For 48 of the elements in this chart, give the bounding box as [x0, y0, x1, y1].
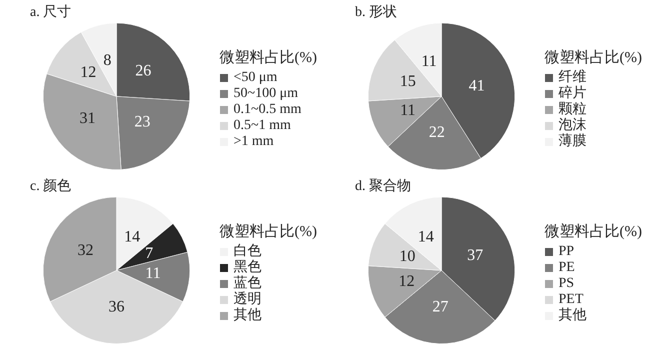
legend-label: 薄膜: [558, 134, 586, 150]
legend-label: 黑色: [234, 260, 262, 276]
data-label: 14: [124, 228, 140, 246]
data-label: 11: [400, 102, 416, 120]
legend-label: 泡沫: [558, 118, 586, 133]
data-label: 14: [418, 228, 434, 246]
legend-label: 纤维: [558, 70, 586, 85]
legend-label: 0.5~1 mm: [234, 118, 291, 134]
chart-title: a. 尺寸: [30, 4, 72, 20]
data-label: 15: [400, 73, 416, 90]
legend-label: 0.1~0.5 mm: [234, 102, 302, 118]
legend-label: PP: [558, 244, 574, 260]
legend-label: 颗粒: [558, 102, 586, 118]
data-label: 26: [135, 62, 152, 80]
data-label: 37: [467, 247, 484, 264]
data-label: 11: [145, 265, 161, 282]
legend-label: <50 μm: [234, 70, 278, 86]
legend-label: 50~100 μm: [234, 86, 298, 102]
data-label: 12: [80, 64, 96, 82]
chart-title: c. 颜色: [30, 178, 72, 194]
data-label: 7: [145, 244, 154, 262]
legend-title: 微塑料占比(%): [544, 48, 642, 67]
legend-label: 白色: [234, 244, 262, 260]
chart-title: b. 形状: [355, 4, 397, 20]
legend-label: 透明: [234, 292, 262, 308]
data-label: 10: [399, 248, 416, 266]
data-label: 8: [103, 52, 112, 70]
legend-label: >1 mm: [234, 134, 274, 150]
legend-label: 碎片: [558, 86, 586, 102]
data-label: 36: [108, 298, 124, 316]
legend-label: 其他: [234, 308, 262, 324]
legend-label: PET: [558, 292, 584, 308]
legend-label: 其他: [558, 308, 586, 324]
data-label: 23: [134, 114, 150, 131]
data-label: 32: [78, 242, 94, 259]
legend-label: 蓝色: [234, 276, 262, 292]
legend-title: 微塑料占比(%): [544, 222, 642, 241]
data-label: 11: [421, 53, 437, 70]
legend-title: 微塑料占比(%): [220, 222, 317, 241]
chart-title: d. 聚合物: [355, 178, 411, 194]
data-label: 27: [432, 298, 448, 316]
data-label: 22: [428, 124, 445, 141]
legend-label: PS: [558, 276, 574, 292]
data-label: 31: [80, 110, 96, 128]
data-label: 41: [468, 77, 485, 94]
data-label: 12: [398, 272, 415, 290]
legend-label: PE: [558, 260, 575, 276]
legend-title: 微塑料占比(%): [220, 48, 317, 67]
